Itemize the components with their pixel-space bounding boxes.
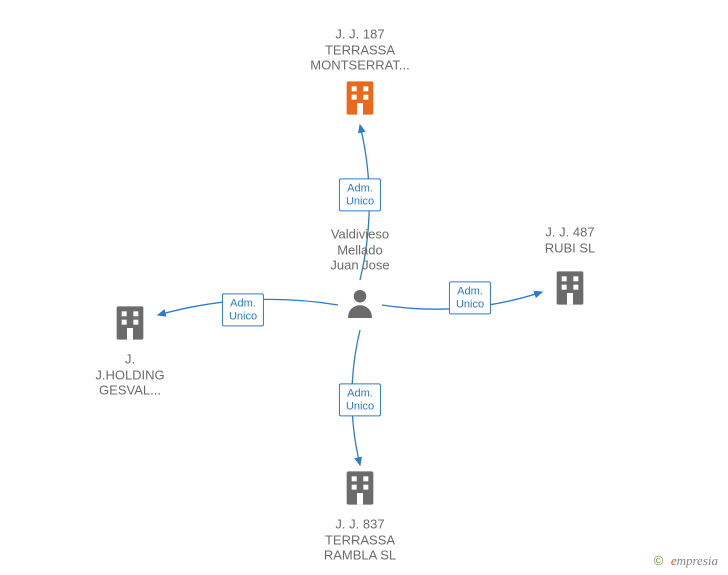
building-icon: [340, 78, 380, 118]
company-label-top: J. J. 187 TERRASSA MONTSERRAT...: [310, 27, 409, 74]
building-icon: [340, 468, 380, 508]
edge-label: Adm. Unico: [339, 383, 381, 416]
building-icon: [110, 303, 150, 343]
center-person-node[interactable]: [342, 285, 378, 325]
building-icon: [550, 268, 590, 308]
edge-label: Adm. Unico: [339, 178, 381, 211]
person-icon: [342, 285, 378, 321]
company-node-right[interactable]: [550, 268, 590, 312]
edge-label: Adm. Unico: [222, 293, 264, 326]
edge-label: Adm. Unico: [449, 281, 491, 314]
diagram-canvas: Valdivieso Mellado Juan Jose J. J. 187 T…: [0, 0, 728, 575]
company-node-left[interactable]: [110, 303, 150, 347]
company-node-bottom[interactable]: [340, 468, 380, 512]
copyright-symbol: ©: [654, 553, 664, 568]
company-label-left: J. J.HOLDING GESVAL...: [95, 352, 164, 399]
center-person-label: Valdivieso Mellado Juan Jose: [330, 227, 389, 274]
company-label-right: J. J. 487 RUBI SL: [545, 224, 596, 255]
company-node-top[interactable]: [340, 78, 380, 122]
company-label-bottom: J. J. 837 TERRASSA RAMBLA SL: [324, 517, 396, 564]
copyright-credit: © empresia: [654, 553, 718, 569]
brand-rest: mpresia: [677, 553, 718, 568]
